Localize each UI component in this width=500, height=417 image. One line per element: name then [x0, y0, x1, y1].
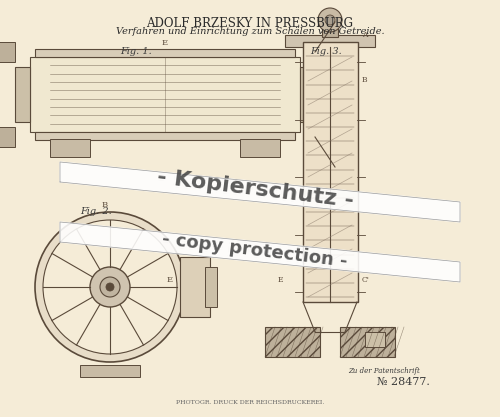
Text: № 28477.: № 28477.: [377, 377, 430, 387]
Text: ADOLF BRZESKY IN PRESSBURG: ADOLF BRZESKY IN PRESSBURG: [146, 17, 354, 30]
Bar: [265, 327, 320, 357]
Text: B: B: [102, 201, 108, 209]
Polygon shape: [60, 222, 460, 282]
Text: - copy protection -: - copy protection -: [162, 230, 348, 270]
Bar: [322, 19, 338, 37]
Text: A: A: [362, 31, 368, 39]
Bar: [365, 332, 385, 347]
Circle shape: [100, 277, 120, 297]
Text: Fig. 1.: Fig. 1.: [120, 47, 152, 56]
Text: E: E: [162, 39, 168, 47]
Circle shape: [90, 267, 130, 307]
Polygon shape: [60, 162, 460, 222]
Bar: [15, 67, 30, 122]
Bar: [30, 57, 300, 132]
Text: Fig. 3.: Fig. 3.: [310, 47, 342, 56]
Text: Verfahren und Einrichtung zum Schälen von Getreide.: Verfahren und Einrichtung zum Schälen vo…: [116, 27, 384, 36]
Text: - Kopierschutz -: - Kopierschutz -: [156, 167, 354, 211]
Bar: [285, 35, 375, 47]
Text: Fig. 2.: Fig. 2.: [80, 207, 112, 216]
Circle shape: [43, 220, 177, 354]
Bar: [0, 42, 15, 62]
Bar: [35, 132, 295, 140]
Bar: [340, 327, 395, 357]
Text: E: E: [167, 276, 173, 284]
Text: Zu der Patentschrift: Zu der Patentschrift: [348, 367, 420, 375]
Text: PHOTOGR. DRUCK DER REICHSDRUCKEREI.: PHOTOGR. DRUCK DER REICHSDRUCKEREI.: [176, 400, 324, 405]
Bar: [205, 267, 217, 307]
Text: C': C': [362, 276, 370, 284]
Bar: [300, 67, 315, 122]
Circle shape: [106, 283, 114, 291]
Bar: [50, 139, 90, 157]
Circle shape: [318, 8, 342, 32]
Bar: [303, 42, 358, 302]
Circle shape: [325, 15, 335, 25]
Bar: [240, 139, 280, 157]
Bar: [0, 127, 15, 147]
Text: E: E: [278, 276, 283, 284]
Bar: [180, 257, 210, 317]
Circle shape: [35, 212, 185, 362]
Bar: [35, 49, 295, 57]
Text: B: B: [362, 76, 368, 84]
Bar: [80, 365, 140, 377]
